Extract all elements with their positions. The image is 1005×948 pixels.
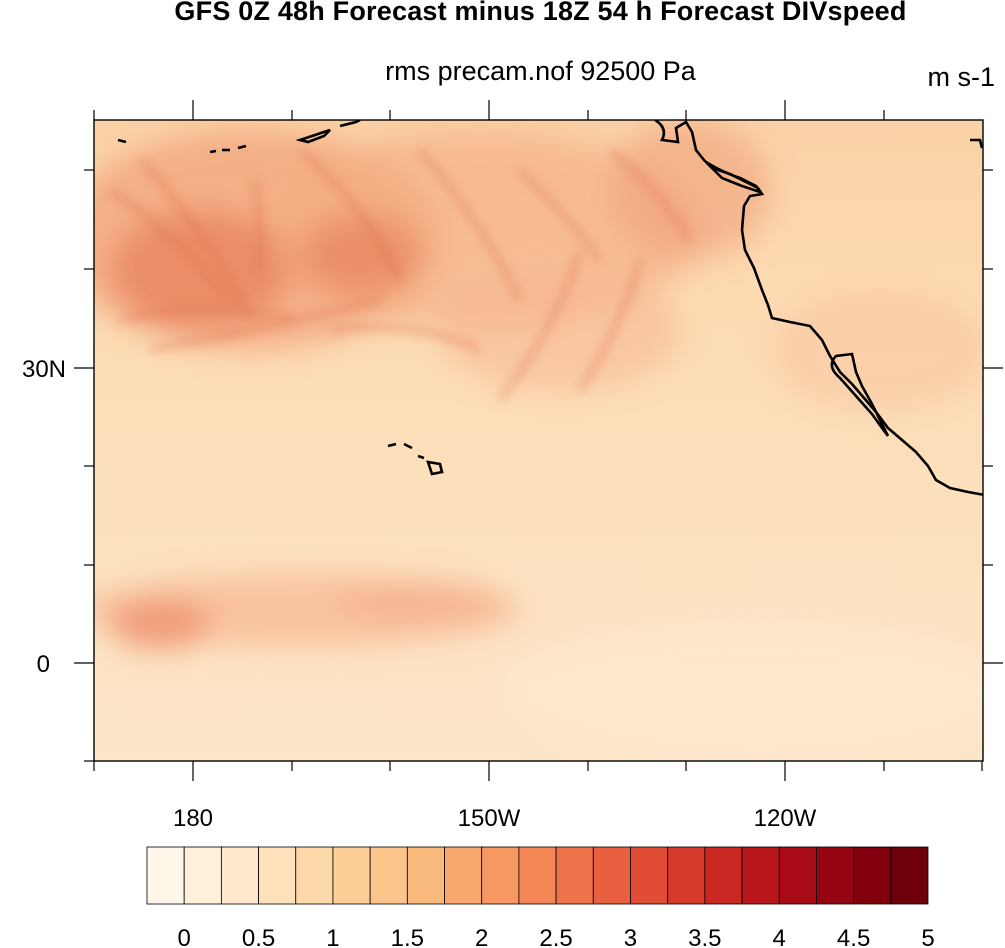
- map-title: GFS 0Z 48h Forecast minus 18Z 54 h Forec…: [174, 0, 907, 26]
- axis-ticks: [74, 100, 1003, 781]
- colorbar-label: 2: [475, 925, 488, 948]
- colorbar-label: 3.5: [688, 925, 721, 948]
- colorbar-box: [890, 846, 929, 905]
- colorbar-label: 2.5: [539, 925, 572, 948]
- colorbar-box: [444, 846, 483, 905]
- colorbar-box: [295, 846, 334, 905]
- y-tick-label: 0: [37, 651, 50, 678]
- colorbar-label: 1: [326, 925, 339, 948]
- colorbar-box: [704, 846, 743, 905]
- colorbar-box: [816, 846, 855, 905]
- colorbar-box: [481, 846, 520, 905]
- colorbar-box: [258, 846, 297, 905]
- colorbar-box: [369, 846, 408, 905]
- colorbar-box: [853, 846, 892, 905]
- colorbar-box: [741, 846, 780, 905]
- x-tick-label: 120W: [754, 805, 817, 832]
- colorbar-box: [332, 846, 371, 905]
- colorbar-box: [667, 846, 706, 905]
- colorbar-label: 5: [921, 925, 934, 948]
- colorbar-box: [406, 846, 445, 905]
- colorbar-label: 4: [773, 925, 786, 948]
- x-tick-label: 180: [173, 805, 213, 832]
- y-tick-label: 30N: [22, 356, 66, 383]
- x-tick-label: 150W: [458, 805, 521, 832]
- plot-frame: [93, 119, 984, 762]
- units-label: m s-1: [927, 62, 996, 92]
- colorbar-box: [220, 846, 259, 905]
- colorbar-label: 3: [624, 925, 637, 948]
- colorbar-label: 0: [178, 925, 191, 948]
- colorbar-label: 0.5: [242, 925, 275, 948]
- colorbar-box: [555, 846, 594, 905]
- colorbar-label: 4.5: [837, 925, 870, 948]
- map-subtitle: rms precam.nof 92500 Pa: [385, 56, 696, 86]
- colorbar-box: [778, 846, 817, 905]
- colorbar-label: 1.5: [391, 925, 424, 948]
- colorbar-box: [630, 846, 669, 905]
- colorbar-box: [146, 846, 185, 905]
- field-shading: [94, 120, 983, 761]
- colorbar-box: [518, 846, 557, 905]
- coastlines: [117, 120, 983, 497]
- colorbar-box: [592, 846, 631, 905]
- colorbar: 0 0.5 1 1.5 2 2.5 3 3.5 4 4.5 5: [146, 846, 935, 948]
- colorbar-box: [183, 846, 222, 905]
